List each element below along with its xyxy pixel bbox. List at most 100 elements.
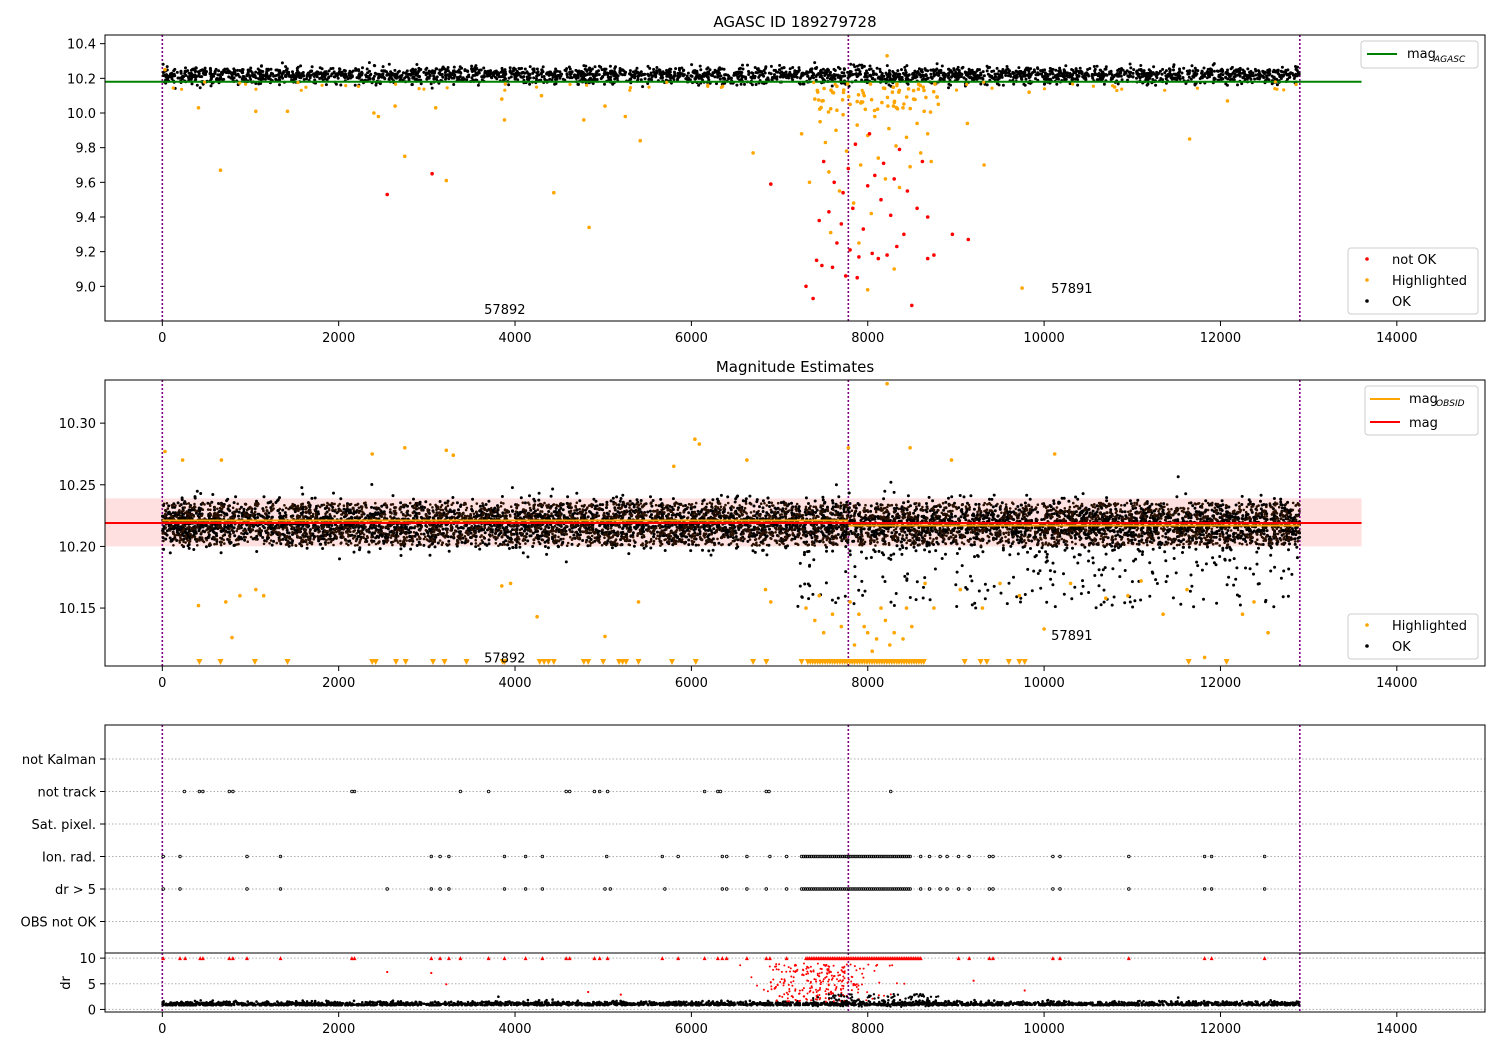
data-point-highlighted	[897, 185, 902, 190]
data-point-ok	[330, 524, 334, 527]
data-point-ok	[255, 550, 259, 553]
data-point-ok	[833, 77, 837, 81]
data-point-ok	[1085, 72, 1089, 76]
data-point-ok	[175, 70, 179, 74]
data-point-ok	[1247, 75, 1251, 79]
data-point-ok	[843, 74, 847, 78]
data-point-ok	[246, 68, 250, 72]
data-point-ok	[1187, 75, 1191, 79]
data-point-ok	[285, 68, 288, 72]
x-tick-label: 10000	[1023, 331, 1064, 346]
data-point-highlighted	[171, 86, 175, 90]
data-point-ok	[452, 83, 456, 86]
data-point-ok	[753, 66, 757, 69]
data-point-ok	[229, 76, 233, 80]
data-point-ok	[1122, 73, 1126, 76]
data-point-ok	[837, 495, 841, 499]
data-point-ok	[1210, 68, 1214, 72]
data-point-ok	[593, 75, 596, 79]
data-point-ok	[812, 76, 815, 80]
data-point-highlighted	[1042, 87, 1047, 91]
panel-magnitude-title: Magnitude Estimates	[716, 358, 874, 376]
data-point-ok	[976, 68, 980, 71]
data-point-ok	[496, 71, 500, 75]
data-point-ok	[1294, 67, 1298, 71]
data-point-ok	[1131, 75, 1135, 79]
data-point-ok	[636, 75, 640, 79]
data-point-ok	[920, 68, 924, 72]
data-point-ok	[1033, 70, 1037, 74]
data-point-highlighted	[817, 107, 822, 111]
data-point-highlighted	[1225, 99, 1230, 103]
data-point-ok	[1253, 77, 1257, 81]
data-point-ok	[797, 66, 801, 70]
data-point-not-ok	[920, 159, 925, 164]
data-point-ok	[211, 73, 215, 76]
data-point-ok	[507, 83, 511, 87]
data-point-highlighted	[868, 82, 873, 86]
data-point-ok	[393, 68, 397, 72]
data-point-ok	[871, 76, 875, 80]
data-point-ok	[476, 83, 480, 87]
data-point-ok	[1054, 68, 1058, 72]
data-point-ok	[372, 64, 376, 67]
data-point-ok	[194, 66, 198, 70]
data-point-ok	[1078, 66, 1082, 70]
data-point-ok	[431, 69, 434, 73]
data-point-ok	[806, 74, 810, 78]
data-point-not-ok	[881, 161, 886, 166]
data-point-ok	[487, 538, 491, 542]
data-point-ok	[1236, 73, 1239, 77]
data-point-not-ok	[855, 275, 859, 280]
data-point-ok	[485, 74, 489, 78]
data-point-ok	[1132, 68, 1136, 72]
data-point-ok	[1178, 67, 1181, 71]
data-point-ok	[755, 67, 759, 71]
data-point-ok	[875, 66, 879, 70]
data-point-highlighted	[818, 119, 822, 124]
data-point-highlighted	[931, 89, 936, 94]
data-point-ok	[734, 73, 738, 77]
data-point-ok	[942, 73, 946, 77]
data-point-highlighted	[908, 106, 912, 111]
data-point-ok	[1228, 74, 1231, 78]
data-point-ok	[500, 66, 504, 70]
data-point-ok	[739, 70, 743, 74]
data-point-ok	[758, 74, 762, 77]
data-point-ok	[1172, 68, 1175, 72]
data-point-ok	[439, 68, 443, 72]
data-point-ok	[270, 543, 274, 547]
data-point-ok	[537, 73, 541, 77]
data-point-ok	[1164, 77, 1168, 81]
data-point-ok	[528, 494, 531, 498]
data-point-ok	[173, 67, 177, 71]
data-point-ok	[509, 71, 513, 75]
data-point-ok	[925, 77, 929, 81]
data-point-ok	[1262, 72, 1266, 76]
data-point-ok	[1025, 68, 1029, 72]
data-point-ok	[1028, 497, 1032, 501]
data-point-ok	[1044, 72, 1047, 76]
data-point-not-ok	[932, 253, 936, 257]
data-point-ok	[372, 77, 375, 81]
data-point-ok	[1269, 517, 1273, 521]
data-point-ok	[1276, 71, 1280, 75]
data-point-highlighted	[1020, 286, 1024, 290]
data-point-ok	[1048, 66, 1052, 70]
data-point-highlighted	[244, 82, 248, 86]
data-point-ok	[834, 483, 838, 487]
data-point-ok	[1163, 71, 1167, 75]
data-point-ok	[1218, 75, 1222, 79]
data-point-ok	[853, 72, 857, 76]
data-point-highlighted	[1294, 82, 1298, 87]
data-point-ok	[697, 83, 701, 87]
data-point-ok	[193, 74, 196, 77]
data-point-ok	[301, 74, 305, 78]
data-point-highlighted	[285, 109, 290, 114]
data-point-ok	[1000, 75, 1004, 79]
data-point-ok	[882, 74, 886, 78]
data-point-ok	[687, 543, 691, 547]
data-point-ok	[278, 83, 281, 87]
data-point-ok	[463, 77, 466, 81]
